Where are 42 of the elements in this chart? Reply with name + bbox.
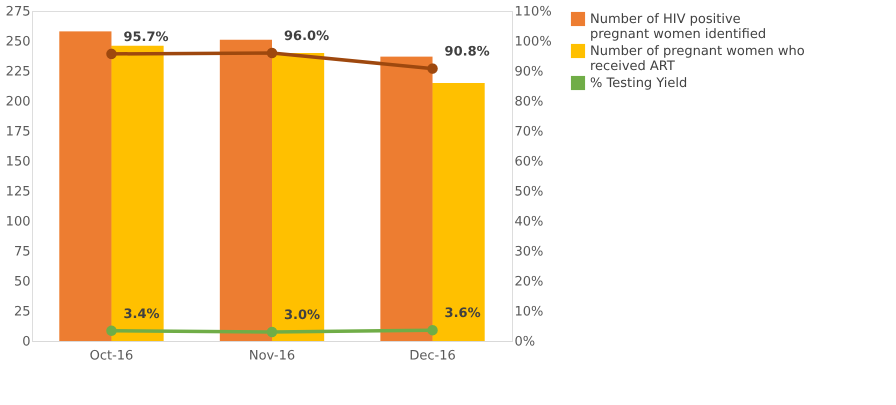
y-tick-label: 0 bbox=[22, 334, 30, 350]
y2-tick-label: 10% bbox=[514, 304, 544, 320]
point bbox=[266, 326, 278, 338]
y2-tick-label: 40% bbox=[514, 214, 544, 230]
point bbox=[106, 48, 117, 60]
y2-tick-label: 80% bbox=[514, 94, 544, 110]
point bbox=[106, 326, 117, 336]
y-tick-label: 175 bbox=[6, 124, 30, 140]
y-tick-label: 225 bbox=[6, 64, 30, 80]
point bbox=[266, 48, 278, 58]
data-label: 3.6% bbox=[444, 306, 481, 322]
y2-tick-label: 50% bbox=[514, 184, 544, 200]
y2-tick-label: 70% bbox=[514, 124, 544, 140]
data-label: 3.0% bbox=[284, 308, 320, 323]
y-tick-label: 250 bbox=[6, 34, 30, 50]
data-label: 95.7% bbox=[123, 30, 169, 45]
legend-label: Number of pregnant women who received ART bbox=[590, 44, 805, 74]
y-tick-label: 125 bbox=[6, 184, 30, 200]
y2-tick-label: 60% bbox=[514, 154, 544, 170]
y2-tick-label: 30% bbox=[514, 244, 544, 260]
y-tick-label: 75 bbox=[14, 244, 30, 260]
y-tick-label: 275 bbox=[6, 4, 30, 20]
point bbox=[427, 324, 438, 336]
legend-label: % Testing Yield bbox=[590, 76, 688, 91]
x-tick-label: Oct-16 bbox=[90, 348, 134, 364]
y-tick-label: 150 bbox=[6, 154, 30, 170]
y-tick-label: 200 bbox=[6, 94, 30, 110]
y2-tick-label: 20% bbox=[514, 274, 544, 290]
y2-tick-label: 0% bbox=[514, 334, 536, 350]
data-label: 96.0% bbox=[284, 29, 330, 44]
data-label: 3.4% bbox=[123, 306, 160, 322]
x-tick-label: Dec-16 bbox=[409, 348, 456, 364]
y-tick-label: 25 bbox=[14, 304, 30, 320]
y-tick-label: 100 bbox=[6, 214, 30, 230]
x-tick-label: Nov-16 bbox=[248, 348, 296, 364]
y2-tick-label: 110% bbox=[514, 4, 552, 20]
y-tick-label: 50 bbox=[14, 274, 30, 290]
y2-tick-label: 90% bbox=[514, 64, 544, 80]
point bbox=[427, 63, 438, 74]
legend-label: Number of HIV positive pregnant women identified bbox=[590, 12, 766, 42]
data-label: 90.8% bbox=[444, 44, 490, 60]
y2-tick-label: 100% bbox=[514, 34, 552, 50]
